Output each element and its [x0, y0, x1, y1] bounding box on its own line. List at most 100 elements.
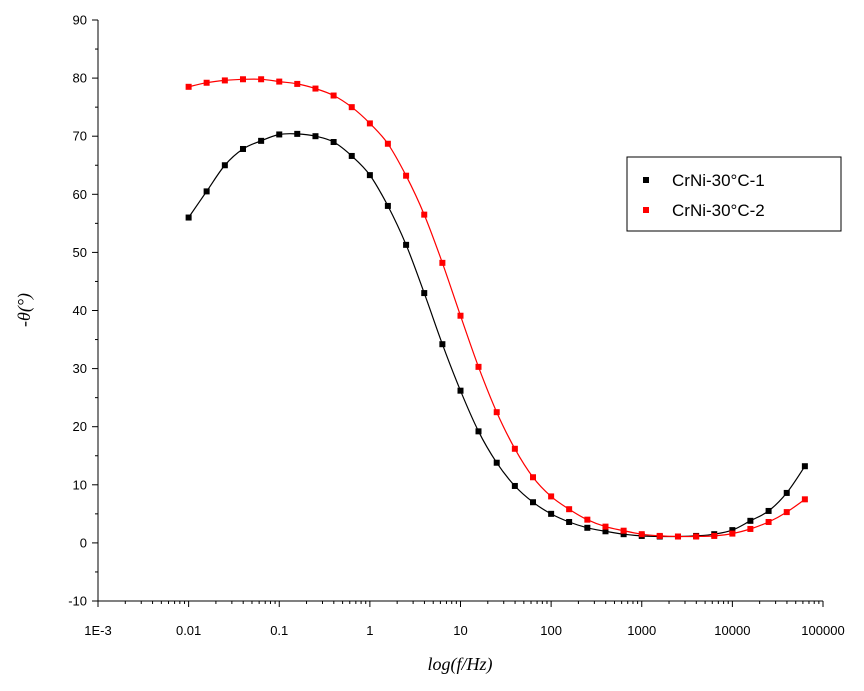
series-layer [185, 76, 808, 540]
x-axis-title: log(f/Hz) [428, 654, 493, 675]
series-2-point [330, 92, 337, 99]
series-1-point [348, 152, 355, 159]
series-1-point [530, 499, 537, 506]
series-2-point [511, 445, 518, 452]
y-tick-label: 20 [73, 419, 87, 434]
series-2-point [475, 363, 482, 370]
legend: CrNi-30°C-1 CrNi-30°C-2 [626, 156, 842, 232]
series-2-point [312, 85, 319, 92]
series-2-fit-line [188, 78, 806, 538]
legend-label-1: CrNi-30°C-1 [672, 171, 765, 190]
series-1-point [384, 202, 391, 209]
series-2-point [185, 83, 192, 90]
series-1-point [475, 428, 482, 435]
y-tick-label: 90 [73, 13, 87, 28]
x-tick-label: 10 [453, 623, 467, 638]
series-2-point [203, 79, 210, 86]
series-1-point [620, 531, 627, 538]
x-tick-label: 100000 [801, 623, 844, 638]
series-1-point [258, 137, 265, 144]
series-1-point [729, 527, 736, 534]
series-2-point [693, 533, 700, 540]
series-2 [185, 76, 808, 540]
x-tick-label: 0.01 [176, 623, 201, 638]
series-1-point [221, 162, 228, 169]
series-2-point [384, 140, 391, 147]
series-2-point [221, 77, 228, 84]
series-2-point [801, 496, 808, 503]
legend-label-2: CrNi-30°C-2 [672, 201, 765, 220]
series-2-point [765, 518, 772, 525]
series-1-point [783, 489, 790, 496]
series-1-point [421, 290, 428, 297]
y-tick-label: 10 [73, 477, 87, 492]
series-2-point [566, 506, 573, 513]
series-2-point [530, 474, 537, 481]
series-2-point [548, 493, 555, 500]
series-2-point [294, 80, 301, 87]
series-2-point [276, 78, 283, 85]
series-1-point [747, 517, 754, 524]
series-1-point [566, 518, 573, 525]
series-1-point [548, 510, 555, 517]
series-1-point [457, 387, 464, 394]
series-2-point [674, 533, 681, 540]
series-1-point [366, 172, 373, 179]
y-tick-label: 30 [73, 361, 87, 376]
x-tick-label: 10000 [714, 623, 750, 638]
series-2-point [421, 211, 428, 218]
series-2-point [493, 409, 500, 416]
series-2-point [711, 532, 718, 539]
series-1-point [493, 459, 500, 466]
series-2-point [620, 527, 627, 534]
y-tick-label: 40 [73, 303, 87, 318]
x-tick-label: 1000 [627, 623, 656, 638]
legend-marker-1 [643, 177, 649, 183]
series-1-point [312, 133, 319, 140]
y-tick-label: 80 [73, 71, 87, 86]
series-2-point [258, 76, 265, 83]
series-2-point [656, 532, 663, 539]
series-2-point [403, 172, 410, 179]
series-2-point [348, 104, 355, 111]
series-1-point [439, 341, 446, 348]
series-1-point [584, 524, 591, 531]
series-2-point [584, 516, 591, 523]
y-axis-ticks: -10 0 10 20 30 40 50 60 70 80 90 [68, 13, 98, 609]
y-axis-title: -θ(°) [14, 293, 35, 327]
series-1-point [203, 188, 210, 195]
series-1 [185, 130, 808, 540]
series-2-point [457, 312, 464, 319]
series-2-point [239, 76, 246, 83]
y-tick-label: 50 [73, 245, 87, 260]
series-2-point [439, 259, 446, 266]
series-1-point [602, 528, 609, 535]
plot-area: -10 0 10 20 30 40 50 60 70 80 90 1E-3 0.01 0.1 1 10 100… [68, 13, 844, 639]
series-1-point [239, 145, 246, 152]
x-tick-label: 100 [540, 623, 562, 638]
series-2-point [729, 530, 736, 537]
x-tick-label: 0.1 [270, 623, 288, 638]
series-1-point [276, 131, 283, 138]
series-1-point [765, 507, 772, 514]
series-2-point [747, 525, 754, 532]
y-tick-label: 0 [80, 535, 87, 550]
series-1-point [511, 482, 518, 489]
series-1-point [403, 241, 410, 248]
legend-box [626, 156, 842, 232]
series-2-point [602, 523, 609, 530]
series-2-point [366, 120, 373, 127]
series-1-point [294, 130, 301, 137]
series-1-point [185, 214, 192, 221]
series-2-point [638, 531, 645, 538]
y-tick-label: -10 [68, 594, 87, 609]
series-1-point [801, 463, 808, 470]
x-tick-label: 1 [366, 623, 373, 638]
x-axis-ticks: 1E-3 0.01 0.1 1 10 100 1000 10000 100000 [84, 601, 845, 638]
series-1-point [330, 139, 337, 146]
y-tick-label: 70 [73, 129, 87, 144]
series-2-point [783, 509, 790, 516]
y-tick-label: 60 [73, 187, 87, 202]
legend-marker-2 [643, 207, 649, 213]
